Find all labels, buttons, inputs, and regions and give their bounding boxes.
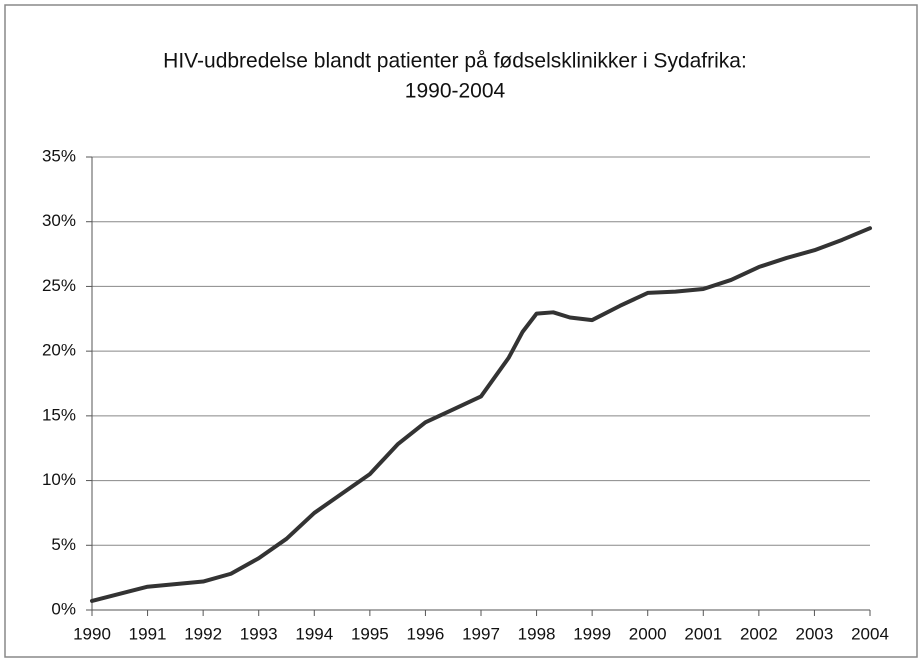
x-tick-label: 2001	[684, 624, 722, 643]
chart-frame	[4, 4, 918, 658]
x-tick-label: 1993	[240, 624, 278, 643]
x-tick-label: 2003	[796, 624, 834, 643]
chart-title: 1990-2004	[405, 80, 506, 103]
y-tick-label: 5%	[51, 535, 76, 554]
x-tick-label: 2000	[629, 624, 667, 643]
x-tick-label: 1994	[295, 624, 333, 643]
x-tick-label: 1992	[184, 624, 222, 643]
x-tick-label: 1997	[462, 624, 500, 643]
y-tick-label: 0%	[51, 599, 76, 618]
x-tick-label: 1990	[73, 624, 111, 643]
x-tick-label: 1995	[351, 624, 389, 643]
y-tick-label: 35%	[42, 146, 76, 165]
y-tick-label: 25%	[42, 276, 76, 295]
y-tick-label: 15%	[42, 405, 76, 424]
data-line	[90, 226, 872, 603]
x-tick-label: 1996	[407, 624, 445, 643]
y-tick-label: 20%	[42, 341, 76, 360]
x-tick-label: 2004	[851, 624, 889, 643]
x-tick-label: 1991	[129, 624, 167, 643]
x-tick-label: 2002	[740, 624, 778, 643]
x-tick-label: 1998	[518, 624, 556, 643]
y-tick-label: 10%	[42, 470, 76, 489]
y-tick-label: 30%	[42, 211, 76, 230]
chart-title: HIV-udbredelse blandt patienter på fødse…	[163, 50, 747, 73]
x-tick-label: 1999	[573, 624, 611, 643]
